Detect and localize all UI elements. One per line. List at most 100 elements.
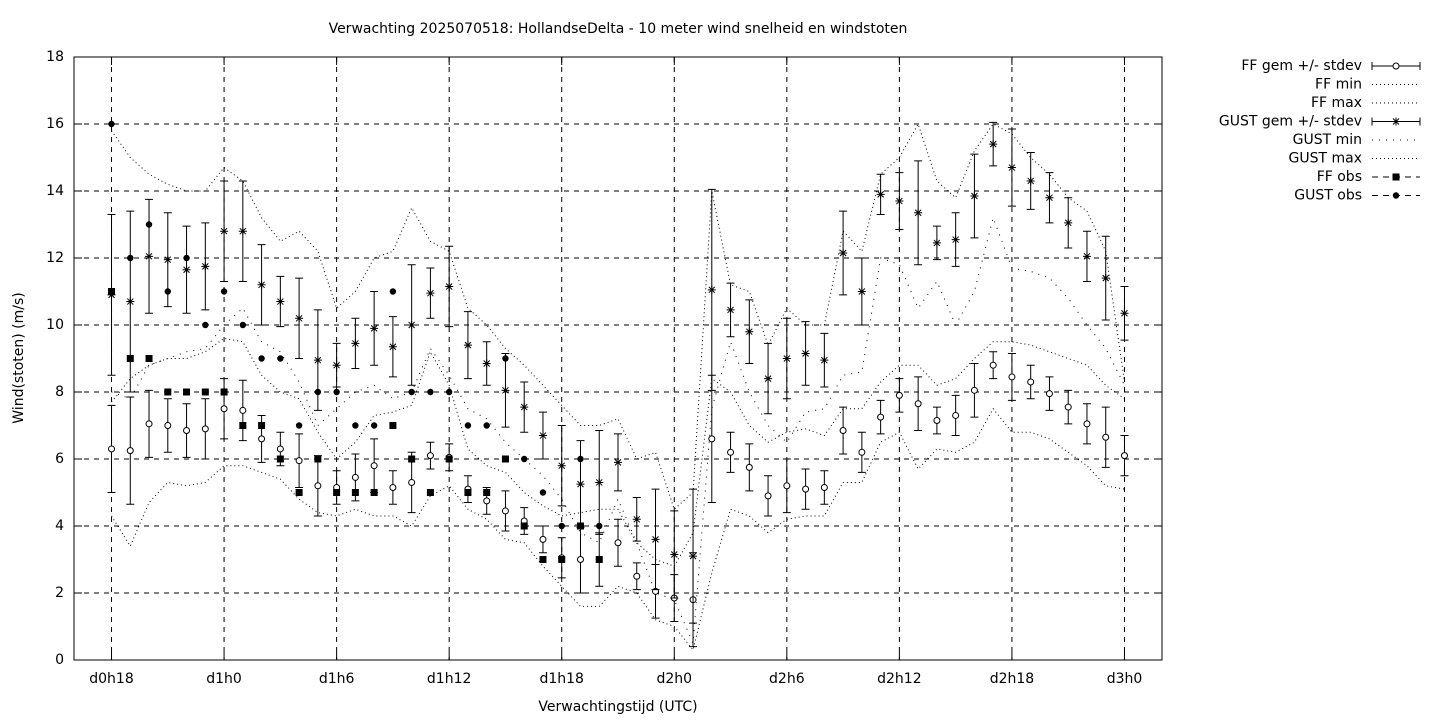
data-point (164, 288, 171, 295)
data-point (464, 422, 472, 429)
data-point (952, 411, 960, 419)
data-point (445, 282, 454, 291)
data-point (407, 321, 416, 329)
data-point (745, 463, 753, 471)
data-point (426, 289, 435, 298)
series-line (111, 407, 1125, 652)
data-point (220, 388, 228, 396)
legend-marker (1392, 62, 1400, 70)
data-point (782, 354, 791, 363)
y-tick-label: 2 (55, 585, 64, 601)
data-point (1026, 176, 1035, 185)
x-tick-label: d2h0 (656, 671, 692, 687)
y-tick-label: 14 (46, 183, 64, 199)
data-point (558, 556, 566, 563)
data-point (239, 406, 247, 414)
x-tick-label: d1h6 (319, 671, 355, 687)
data-point (877, 413, 885, 421)
data-point (276, 455, 284, 463)
data-point (370, 324, 379, 333)
data-point (820, 356, 829, 365)
data-point (126, 297, 135, 306)
data-point (464, 489, 472, 496)
data-point (689, 552, 698, 561)
data-point (182, 265, 191, 274)
data-point (802, 485, 810, 493)
data-point (745, 327, 754, 336)
data-point (539, 489, 547, 496)
data-point (895, 197, 904, 206)
data-point (483, 497, 491, 505)
data-point (651, 535, 660, 544)
data-point (276, 297, 285, 306)
data-point (314, 455, 322, 463)
y-tick-label: 6 (55, 451, 64, 467)
data-point (108, 120, 115, 128)
legend-label: FF gem +/- stdev (1241, 58, 1362, 74)
legend-label: GUST obs (1294, 188, 1362, 204)
data-point (220, 227, 229, 236)
data-point (539, 556, 547, 563)
data-point (370, 422, 378, 429)
data-point (295, 314, 304, 323)
data-point (539, 535, 547, 543)
data-point (857, 287, 866, 296)
data-point (163, 255, 172, 264)
data-point (970, 192, 979, 201)
data-point (989, 140, 998, 149)
data-point (501, 455, 509, 463)
data-point (333, 489, 341, 496)
x-tick-label: d3h0 (1107, 671, 1143, 687)
data-point (258, 422, 266, 429)
data-point (370, 489, 378, 496)
data-point (764, 492, 772, 500)
data-point (632, 515, 641, 524)
data-point (295, 457, 303, 465)
data-point (183, 388, 191, 396)
data-point (408, 455, 416, 463)
data-point (558, 522, 565, 530)
data-point (783, 482, 791, 490)
data-point (389, 483, 397, 491)
x-tick-label: d2h12 (877, 671, 921, 687)
data-point (576, 480, 585, 489)
data-point (238, 227, 247, 236)
data-point (108, 288, 116, 295)
x-tick-label: d1h12 (427, 671, 471, 687)
data-point (1083, 420, 1091, 428)
data-point (501, 507, 509, 515)
data-point (427, 388, 434, 396)
data-point (314, 482, 322, 490)
data-point (1007, 163, 1016, 172)
data-point (183, 427, 191, 435)
data-point (145, 420, 153, 428)
data-point (145, 221, 153, 228)
data-point (726, 305, 735, 314)
data-point (764, 374, 773, 383)
data-point (502, 355, 509, 362)
data-point (577, 455, 584, 463)
data-point (1045, 193, 1054, 202)
y-tick-label: 18 (46, 49, 64, 65)
data-point (239, 321, 247, 329)
legend-label: GUST max (1289, 151, 1363, 167)
data-point (1101, 274, 1110, 283)
data-point (708, 435, 716, 443)
data-point (220, 288, 228, 295)
data-point (332, 361, 341, 370)
data-point (932, 238, 941, 247)
data-point (389, 288, 397, 295)
data-point (295, 489, 303, 496)
legend-marker (1392, 117, 1400, 126)
data-point (933, 416, 941, 424)
data-point (820, 483, 828, 491)
data-point (521, 455, 528, 463)
data-point (501, 386, 510, 395)
data-point (707, 285, 716, 294)
data-point (183, 254, 190, 262)
data-point (426, 489, 434, 496)
x-tick-label: d0h18 (89, 671, 133, 687)
data-point (895, 391, 903, 399)
data-point (595, 478, 604, 487)
